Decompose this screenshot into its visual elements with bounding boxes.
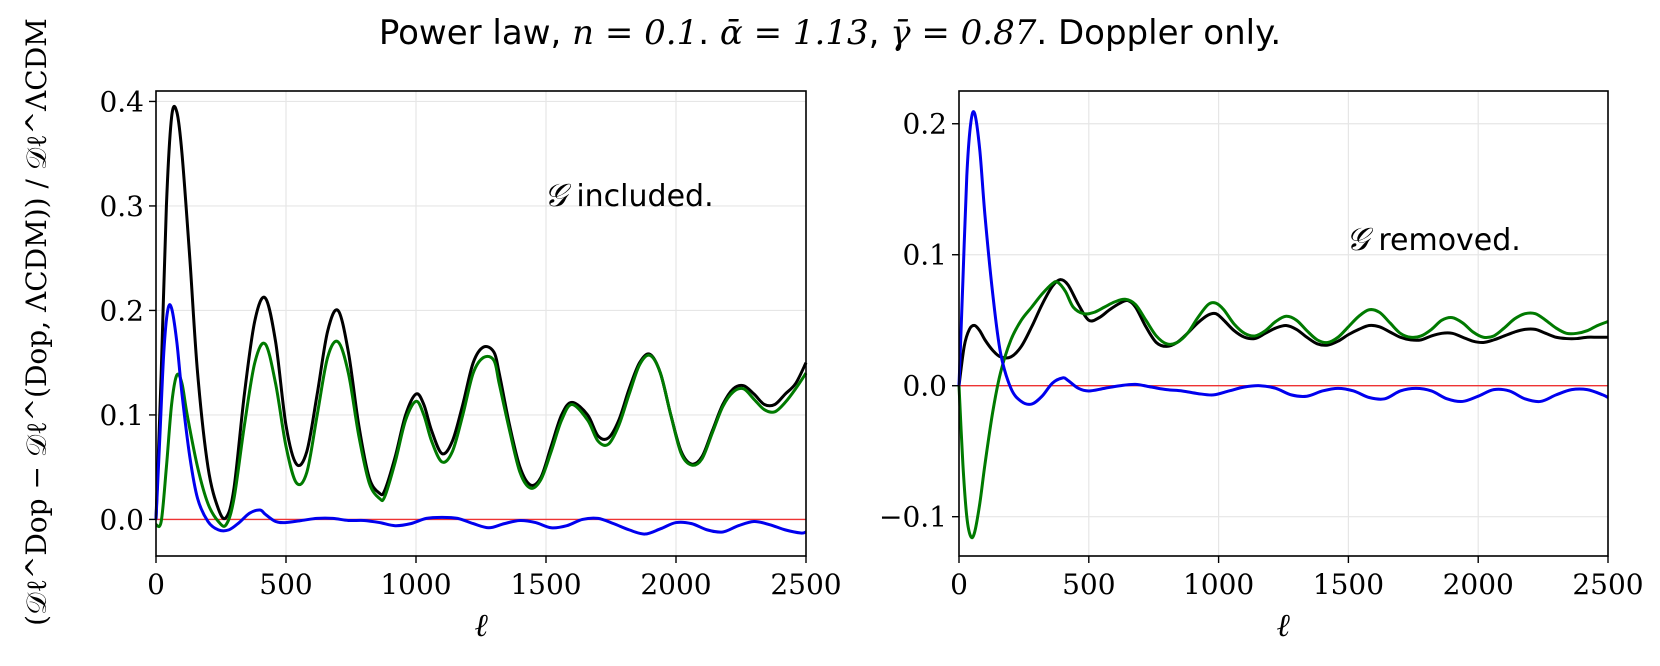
left-ytick-label-1: 0.1 bbox=[99, 399, 144, 432]
right-series bbox=[957, 110, 1609, 540]
left-annotation-text: included. bbox=[567, 179, 714, 214]
left-ytick-label-4: 0.4 bbox=[99, 85, 144, 118]
right-ytick-label-2: 0.1 bbox=[902, 239, 947, 272]
left-xlabel: ℓ bbox=[474, 606, 488, 644]
right-series-blue bbox=[957, 110, 1609, 406]
title-alpha: ᾱ = 1.13 bbox=[720, 13, 869, 53]
left-ytick-label-0: 0.0 bbox=[99, 503, 144, 536]
left-series-green bbox=[154, 339, 808, 529]
left-series-blue bbox=[154, 303, 807, 536]
right-xtick-label-4: 2000 bbox=[1443, 568, 1514, 601]
left-annotation: 𝒢 included. bbox=[544, 176, 714, 214]
title-n: n = 0.1 bbox=[572, 13, 698, 53]
left-series bbox=[154, 104, 808, 536]
left-axes-frame bbox=[155, 90, 807, 557]
left-ytick-label-3: 0.3 bbox=[99, 190, 144, 223]
left-xtick-label-2: 1000 bbox=[380, 568, 451, 601]
right-ticks: 0 500 1000 1500 2000 2500 −0.1 0.0 0.1 0.2 bbox=[879, 108, 1644, 601]
right-xtick-label-3: 1500 bbox=[1313, 568, 1384, 601]
left-xtick-label-0: 0 bbox=[147, 568, 165, 601]
right-xlabel: ℓ bbox=[1276, 606, 1290, 644]
title-suffix: . Doppler only. bbox=[1036, 13, 1281, 53]
title-prefix: Power law, bbox=[379, 13, 572, 53]
right-xtick-label-0: 0 bbox=[950, 568, 968, 601]
left-xtick-label-5: 2500 bbox=[770, 568, 841, 601]
right-ytick-label-1: 0.0 bbox=[902, 370, 947, 403]
right-xtick-label-1: 500 bbox=[1062, 568, 1115, 601]
right-axes-frame bbox=[958, 90, 1609, 557]
left-xtick-label-4: 2000 bbox=[640, 568, 711, 601]
figure-title: Power law, n = 0.1. ᾱ = 1.13, γ̄ = 0.87.… bbox=[379, 13, 1281, 53]
right-xtick-label-5: 2500 bbox=[1572, 568, 1643, 601]
right-ytick-label-3: 0.2 bbox=[902, 108, 947, 141]
right-panel: 0 500 1000 1500 2000 2500 −0.1 0.0 0.1 0.2 𝒢 remo… bbox=[879, 90, 1644, 644]
title-gamma: γ̄ = 0.87 bbox=[890, 13, 1036, 53]
title-sep1: . bbox=[698, 13, 720, 53]
right-ytick-label-0: −0.1 bbox=[879, 501, 947, 534]
title-sep2: , bbox=[869, 13, 891, 53]
left-ticks: 0 500 1000 1500 2000 2500 0.0 0.1 0.2 0.3 0.4 bbox=[99, 85, 841, 601]
left-xtick-label-1: 500 bbox=[259, 568, 312, 601]
left-panel: 0 500 1000 1500 2000 2500 0.0 0.1 0.2 0.3 0.4 𝒢 in… bbox=[99, 85, 841, 644]
left-ytick-label-2: 0.2 bbox=[99, 294, 144, 327]
right-series-black bbox=[957, 278, 1608, 386]
right-series-green bbox=[957, 280, 1609, 540]
left-series-black bbox=[154, 104, 808, 521]
right-annotation-text: removed. bbox=[1369, 223, 1521, 258]
right-xtick-label-2: 1000 bbox=[1183, 568, 1254, 601]
right-annotation: 𝒢 removed. bbox=[1346, 220, 1521, 258]
left-xtick-label-3: 1500 bbox=[510, 568, 581, 601]
left-ylabel: (𝒟ℓ^Dop − 𝒟ℓ^(Dop, ΛCDM)) / 𝒟ℓ^ΛCDM bbox=[20, 18, 53, 626]
